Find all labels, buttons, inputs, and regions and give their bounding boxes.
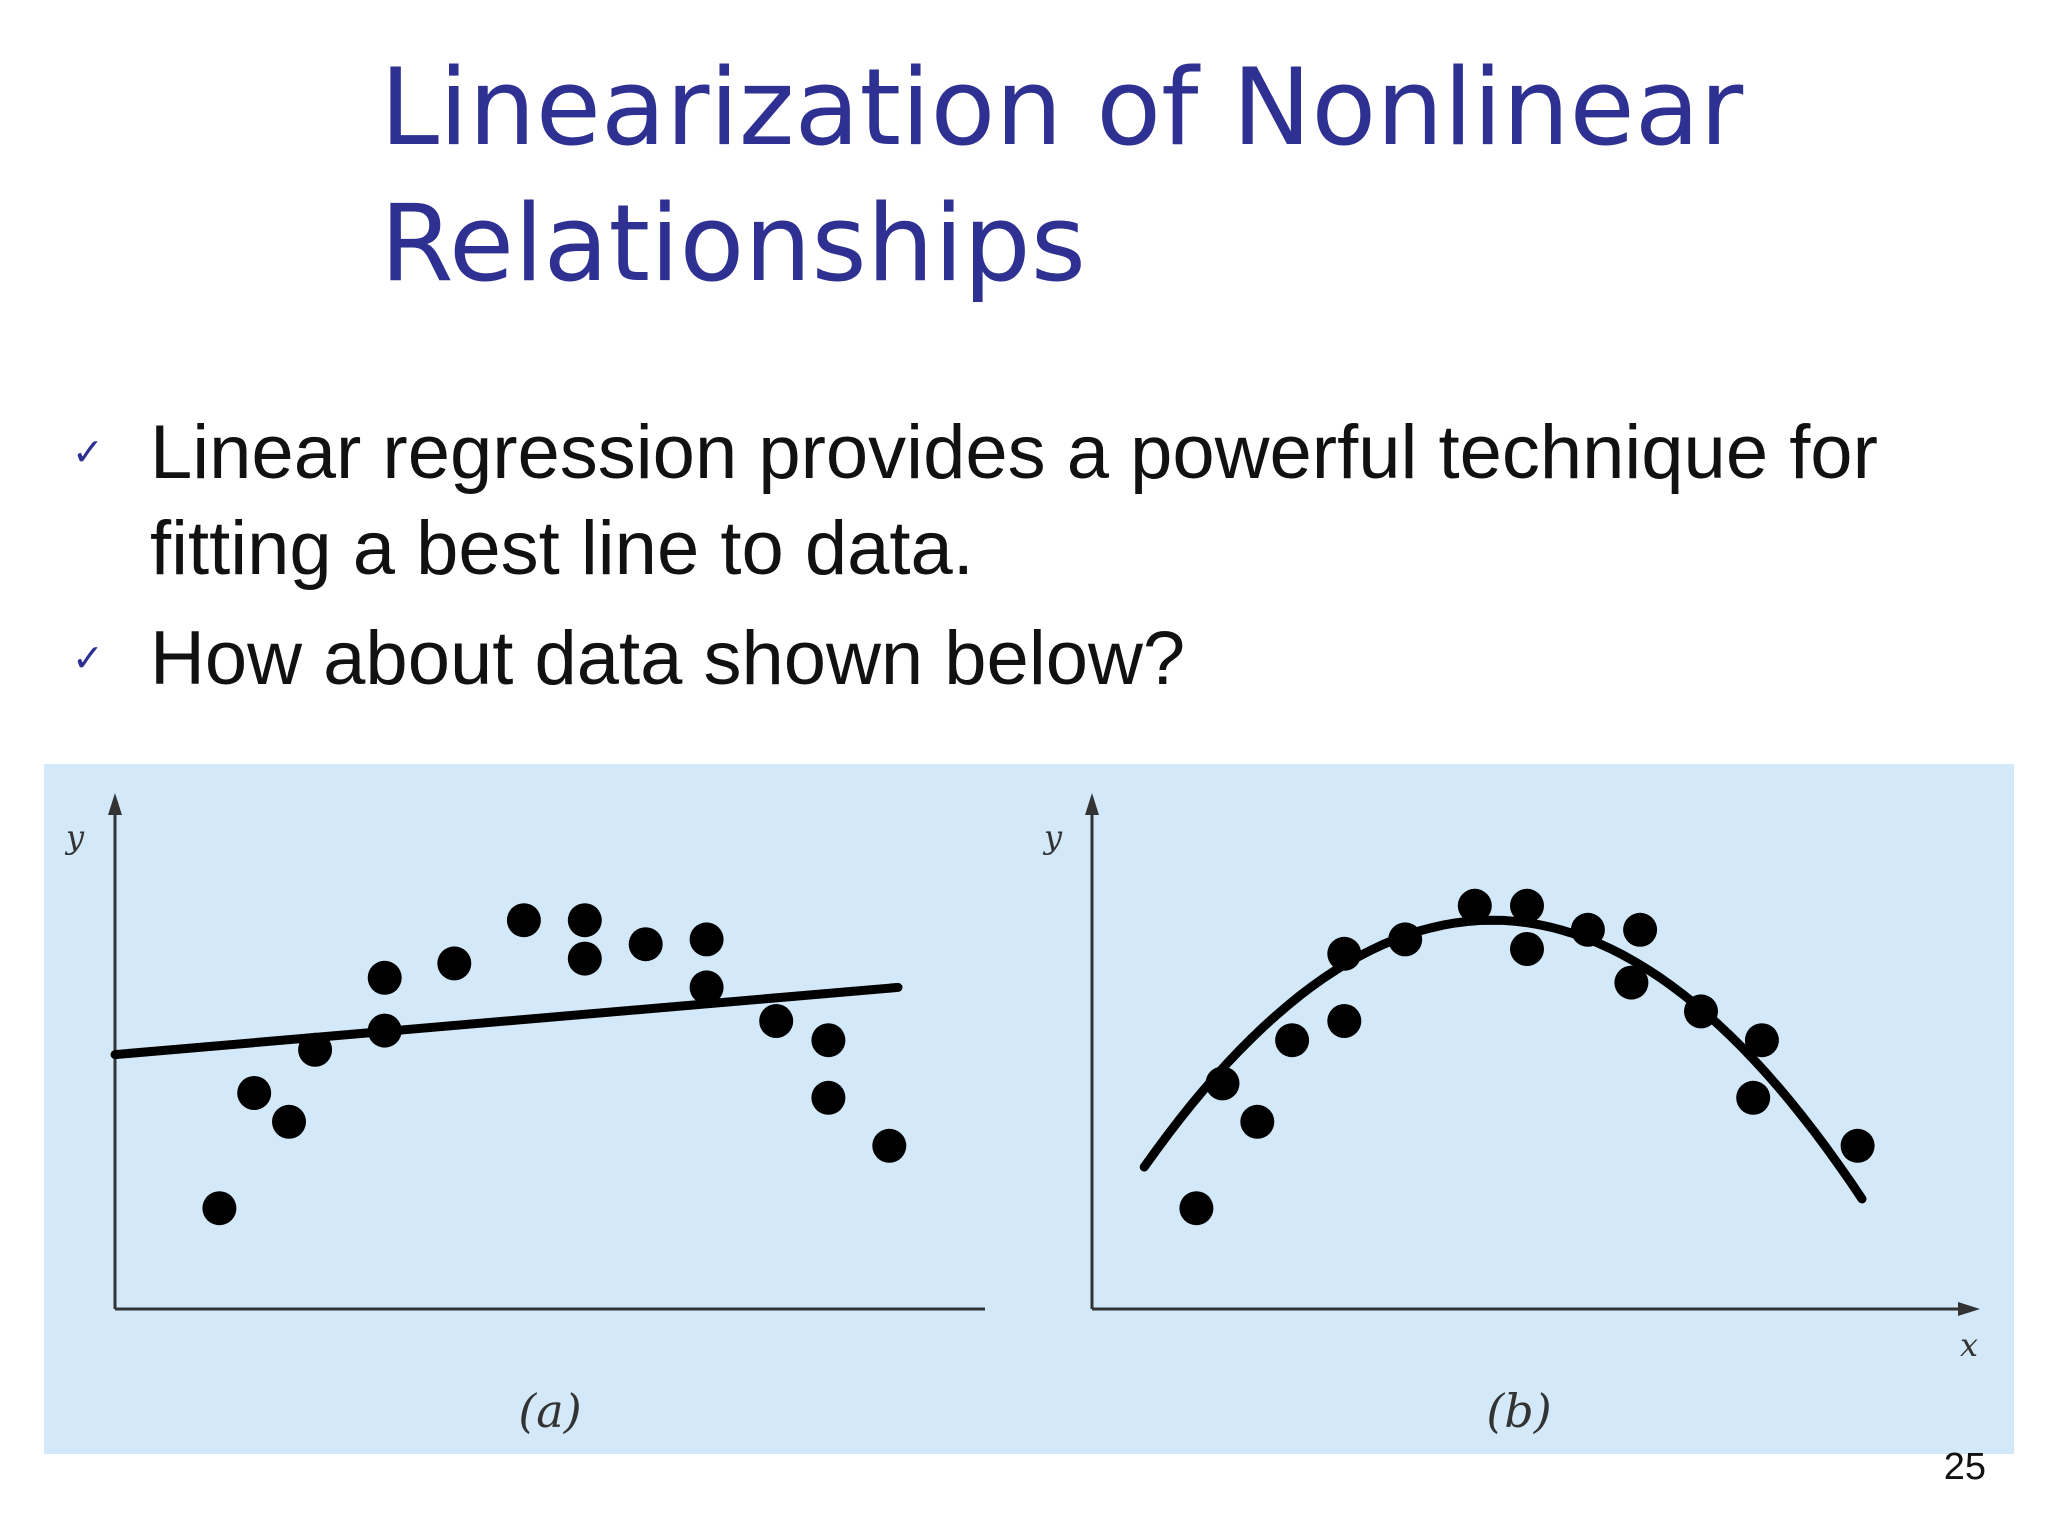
panel-b-x-axis-label: x bbox=[1960, 1326, 1979, 1364]
panel-a-caption: (a) bbox=[518, 1384, 582, 1438]
panel-b-data-point bbox=[1744, 1023, 1779, 1058]
page-number: 25 bbox=[1943, 1446, 1986, 1488]
panel-b-data-point bbox=[1684, 994, 1718, 1029]
panel-a-data-point bbox=[628, 927, 663, 962]
panel-b-y-axis-arrow bbox=[1085, 793, 1099, 815]
panel-b-data-point bbox=[1388, 922, 1423, 957]
panel-b-caption: (b) bbox=[1486, 1384, 1552, 1438]
panel-b-data-point bbox=[1840, 1128, 1875, 1163]
panel-b-data-point bbox=[1623, 912, 1658, 947]
panel-a-data-point bbox=[367, 960, 402, 995]
panel-b-data-point bbox=[1570, 912, 1605, 947]
panel-b-quadratic-fit-curve bbox=[1139, 915, 1867, 1204]
panel-b-data-point bbox=[1457, 888, 1492, 923]
panel-b-data-point bbox=[1614, 965, 1649, 1000]
panel-a-linear-fit-line bbox=[110, 982, 903, 1060]
panel-a-y-axis-label: y bbox=[66, 818, 85, 856]
panel-a-data-point bbox=[367, 1013, 402, 1048]
bullet-item-2: ✓ How about data shown below? bbox=[60, 611, 1980, 707]
panel-b-y-axis-label: y bbox=[1044, 818, 1063, 856]
panel-b-data-point bbox=[1205, 1066, 1240, 1101]
panel-a-data-point bbox=[759, 1004, 794, 1038]
panel-a-data-point bbox=[237, 1076, 272, 1110]
panel-a-data-point bbox=[567, 941, 602, 976]
panel-a-data-point bbox=[437, 946, 472, 981]
bullet-text-1: Linear regression provides a powerful te… bbox=[150, 410, 1878, 591]
panel-b-data-point bbox=[1179, 1191, 1214, 1226]
slide-title-line-1: Linearization of Nonlinear bbox=[380, 46, 1744, 169]
panel-b-x-axis-arrow bbox=[1958, 1302, 1980, 1316]
panel-b-data-point bbox=[1275, 1023, 1310, 1058]
panel-b-data-point bbox=[1736, 1080, 1771, 1115]
panel-a-data-point bbox=[811, 1080, 846, 1115]
panel-a-data-point bbox=[202, 1191, 237, 1226]
panel-a-data-point bbox=[811, 1023, 846, 1058]
panel-b-data-point bbox=[1510, 888, 1544, 923]
panel-b-data-point bbox=[1240, 1104, 1275, 1139]
panel-b-data-point bbox=[1327, 1004, 1362, 1038]
bullet-text-2: How about data shown below? bbox=[150, 616, 1186, 701]
slide-title-line-2: Relationships bbox=[380, 182, 1086, 305]
panel-a-data-point bbox=[506, 903, 541, 938]
panel-a-data-point bbox=[272, 1104, 306, 1139]
panel-a-data-point bbox=[689, 922, 724, 957]
panel-a-data-point bbox=[689, 970, 724, 1005]
scatter-figures bbox=[108, 793, 1980, 1316]
figure-panel: y y x (a) (b) bbox=[44, 764, 2014, 1454]
panel-b-data-point bbox=[1327, 936, 1362, 971]
panel-a-data-point bbox=[567, 903, 602, 938]
slide-title: Linearization of Nonlinear Relationships bbox=[380, 40, 1940, 312]
panel-b-data-point bbox=[1510, 932, 1544, 966]
panel-a-data-point bbox=[872, 1128, 907, 1163]
bullet-item-1: ✓ Linear regression provides a powerful … bbox=[60, 405, 1980, 597]
check-mark-icon: ✓ bbox=[72, 432, 104, 474]
panel-a-y-axis-arrow bbox=[108, 793, 122, 815]
panel-a-data-point bbox=[298, 1032, 333, 1067]
check-mark-icon: ✓ bbox=[72, 638, 104, 680]
bullet-list: ✓ Linear regression provides a powerful … bbox=[60, 405, 1980, 721]
